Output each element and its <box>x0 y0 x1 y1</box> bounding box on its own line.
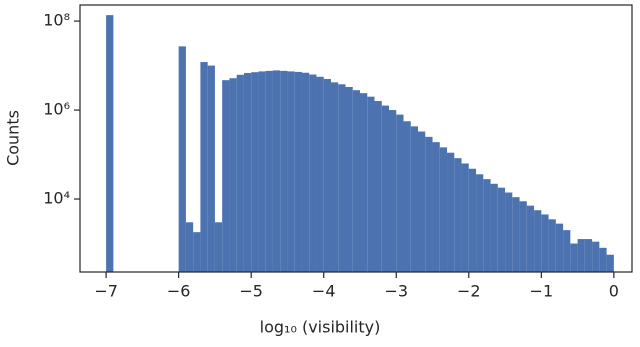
bar <box>541 214 549 272</box>
bar <box>490 183 498 272</box>
bar <box>178 46 186 272</box>
x-tick-label: 0 <box>609 282 619 301</box>
bar <box>236 74 244 272</box>
bar <box>352 90 360 272</box>
bar <box>301 72 310 272</box>
bar <box>207 65 215 272</box>
bar <box>505 192 513 272</box>
bar <box>548 219 556 272</box>
bar <box>214 222 223 272</box>
bar <box>555 223 564 272</box>
bar <box>476 174 484 272</box>
bar <box>410 126 419 272</box>
x-axis-label: log₁₀ (visibility) <box>260 318 381 337</box>
bar <box>222 80 230 272</box>
bar <box>534 210 542 272</box>
bar <box>280 70 288 272</box>
bar <box>447 152 455 272</box>
bar <box>330 82 339 272</box>
bar <box>316 76 324 273</box>
bar <box>403 121 411 272</box>
bar <box>483 179 491 272</box>
bar <box>265 70 273 272</box>
bar <box>461 163 469 272</box>
bar <box>200 62 208 272</box>
bar <box>374 100 382 272</box>
bar <box>338 84 346 272</box>
bar <box>287 71 295 272</box>
x-tick-label: −1 <box>530 282 554 301</box>
x-tick-label: −6 <box>167 282 191 301</box>
bar <box>454 158 462 272</box>
y-tick-label: 10⁶ <box>43 100 70 119</box>
bar <box>563 230 571 272</box>
bar <box>185 222 194 272</box>
bar <box>367 96 375 272</box>
bar <box>577 239 585 272</box>
x-tick-label: −4 <box>312 282 336 301</box>
bar <box>243 73 252 273</box>
bar <box>389 110 397 272</box>
y-tick-label: 10⁸ <box>43 11 70 30</box>
bar <box>570 243 578 272</box>
bar <box>272 70 281 273</box>
x-tick-label: −3 <box>384 282 408 301</box>
bar <box>468 168 477 272</box>
bar <box>519 201 527 272</box>
bar <box>359 93 368 272</box>
bar <box>526 205 535 272</box>
bar <box>106 15 114 272</box>
bar <box>497 187 506 272</box>
x-tick-label: −5 <box>239 282 263 301</box>
bar <box>599 247 607 272</box>
bar <box>592 241 600 272</box>
y-axis-label: Counts <box>4 110 23 166</box>
bar <box>584 239 593 272</box>
bar <box>432 142 440 272</box>
bar <box>439 147 448 272</box>
bar <box>425 136 433 272</box>
y-tick-label: 10⁴ <box>43 189 70 208</box>
bar <box>258 71 266 272</box>
bar <box>606 254 614 272</box>
bar <box>396 114 404 272</box>
x-tick-label: −2 <box>457 282 481 301</box>
bar <box>418 131 426 272</box>
bar <box>512 197 520 272</box>
x-tick-label: −7 <box>94 282 118 301</box>
bar <box>193 232 201 272</box>
bar <box>309 74 317 273</box>
bar <box>229 78 237 273</box>
bar <box>345 86 353 272</box>
plot-frame <box>79 4 633 273</box>
bar <box>381 105 390 273</box>
bar <box>251 72 259 272</box>
bar <box>323 78 331 272</box>
bar <box>294 71 302 272</box>
